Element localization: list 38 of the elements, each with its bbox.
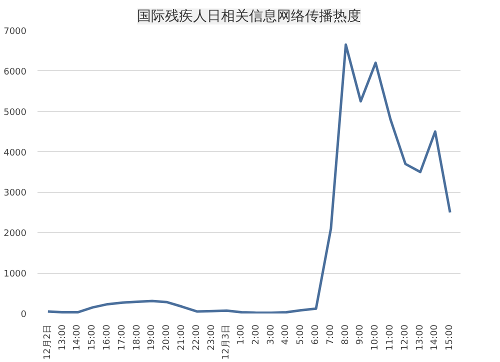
y-tick-label: 3000 <box>4 188 27 199</box>
x-tick-label: 22:00 <box>192 324 202 350</box>
x-tick-label: 18:00 <box>132 324 142 350</box>
x-tick-label: 6:00 <box>311 324 322 345</box>
x-tick-label: 14:00 <box>430 324 440 350</box>
y-tick-label: 5000 <box>4 108 27 118</box>
y-tick-label: 6000 <box>4 67 27 78</box>
x-tick-label: 1:00 <box>236 324 247 345</box>
chart-title: 国际残疾人日相关信息网络传播热度 <box>137 8 361 24</box>
x-tick-label: 14:00 <box>72 324 83 350</box>
x-tick-label: 13:00 <box>58 324 68 350</box>
x-tick-label: 10:00 <box>370 324 381 350</box>
x-tick-label: 23:00 <box>206 324 217 350</box>
x-tick-label: 13:00 <box>415 324 426 350</box>
x-tick-label: 11:00 <box>385 324 396 350</box>
x-tick-label: 16:00 <box>102 324 113 350</box>
x-tick-label: 12月2日 <box>42 324 53 360</box>
x-tick-label: 3:00 <box>266 324 276 345</box>
y-tick-label: 0 <box>20 310 27 320</box>
x-tick-label: 15:00 <box>445 324 456 350</box>
line-series <box>46 43 452 314</box>
x-tick-label: 4:00 <box>281 324 292 345</box>
y-tick-label: 7000 <box>4 27 27 37</box>
y-tick-label: 4000 <box>4 148 27 158</box>
x-tick-label: 2:00 <box>251 324 262 345</box>
x-tick-label: 20:00 <box>162 324 172 350</box>
x-tick-label: 15:00 <box>88 324 98 350</box>
x-tick-label: 19:00 <box>147 324 158 350</box>
x-tick-label: 9:00 <box>356 324 366 345</box>
x-tick-label: 12:00 <box>400 324 410 350</box>
y-tick-label: 2000 <box>4 229 27 240</box>
x-tick-label: 17:00 <box>117 324 128 350</box>
x-tick-label: 21:00 <box>176 324 187 350</box>
x-tick-label: 5:00 <box>296 324 306 345</box>
x-tick-label: 8:00 <box>340 324 351 345</box>
y-tick-label: 1000 <box>4 270 27 280</box>
x-tick-label: 12月3日 <box>222 324 232 360</box>
x-tick-label: 7:00 <box>326 324 336 345</box>
